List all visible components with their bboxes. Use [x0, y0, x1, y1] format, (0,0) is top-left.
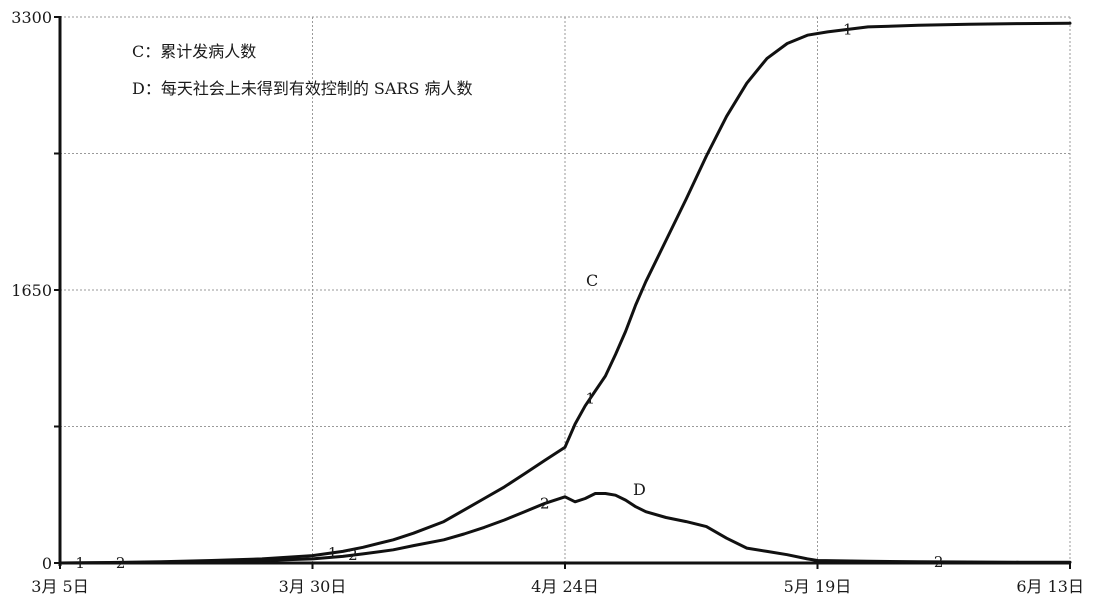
curve-label-c: C	[586, 271, 598, 290]
series-marker-d-2: 2	[540, 494, 550, 512]
y-tick-label-2: 3300	[11, 8, 52, 27]
series-marker-d-1: 2	[348, 546, 358, 564]
series-marker-c-2: 1	[585, 389, 595, 407]
grid	[60, 16, 1071, 563]
series-marker-c-1: 1	[328, 544, 338, 562]
series-line-c	[58, 21, 1072, 565]
series-marker-d-0: 2	[116, 554, 126, 572]
x-tick-label-3: 5月 19日	[784, 577, 852, 596]
series-lines	[58, 21, 1072, 565]
series-marker-c-0: 1	[75, 554, 85, 572]
legend-entry-d: D：每天社会上未得到有效控制的 SARS 病人数	[132, 79, 473, 98]
x-tick-labels: 3月 5日 3月 30日 4月 24日 5月 19日 6月 13日	[31, 563, 1084, 596]
y-tick-labels: 0 1650 3300	[11, 8, 60, 573]
curve-label-d: D	[633, 480, 646, 499]
legend-entry-c: C：累计发病人数	[132, 42, 256, 61]
y-tick-label-0: 0	[42, 554, 52, 573]
series-marker-c-3: 1	[843, 20, 853, 38]
x-tick-label-4: 6月 13日	[1016, 577, 1084, 596]
series-line-d	[58, 492, 1072, 565]
y-tick-label-1: 1650	[11, 281, 52, 300]
x-tick-label-2: 4月 24日	[531, 577, 599, 596]
series-marker-d-3: 2	[934, 553, 944, 571]
x-tick-label-1: 3月 30日	[279, 577, 347, 596]
x-tick-label-0: 3月 5日	[31, 577, 88, 596]
